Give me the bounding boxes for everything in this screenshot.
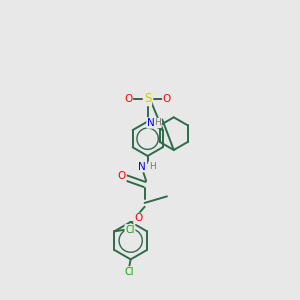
Text: Cl: Cl [124, 267, 134, 277]
Text: O: O [118, 172, 126, 182]
Text: N: N [147, 118, 155, 128]
Text: O: O [124, 94, 132, 104]
Text: O: O [163, 94, 171, 104]
Text: O: O [134, 213, 142, 224]
Text: N: N [138, 162, 146, 172]
Text: Cl: Cl [125, 225, 135, 235]
Text: H: H [154, 118, 161, 127]
Text: H: H [149, 162, 155, 171]
Text: S: S [144, 92, 151, 105]
